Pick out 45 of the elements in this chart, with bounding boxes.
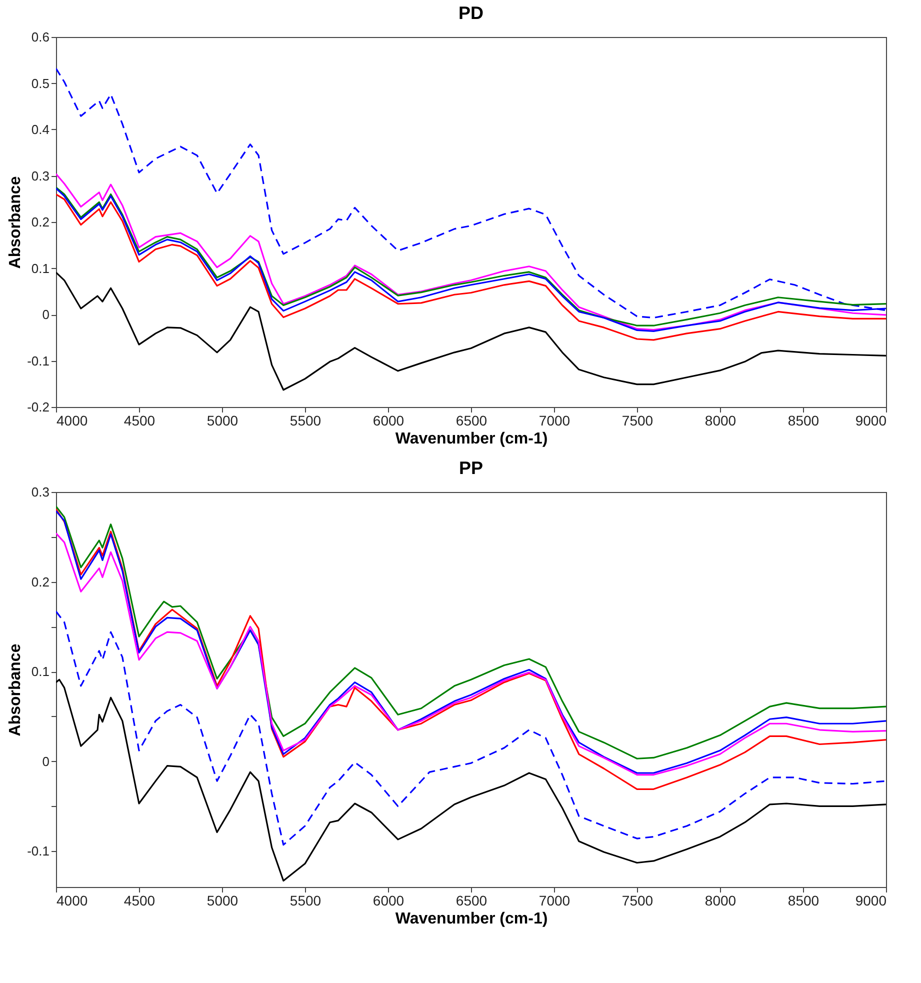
x-tick-label: 6000 [372, 892, 404, 908]
y-tick-label: 0.4 [31, 122, 50, 137]
x-tick-label: 8000 [704, 892, 736, 908]
x-tick-label: 4000 [56, 412, 88, 428]
y-tick-label: 0 [42, 754, 50, 769]
x-tick-label: 5000 [206, 412, 238, 428]
y-tick-label: -0.1 [27, 844, 50, 859]
y-tick-label: -0.1 [27, 353, 50, 368]
x-tick-label: 7000 [538, 892, 570, 908]
x-tick-label: 6500 [456, 892, 488, 908]
x-tick-label: 9000 [855, 892, 887, 908]
x-tick-label: 9000 [855, 412, 887, 428]
x-tick-label: 4500 [124, 892, 156, 908]
x-tick-label: 5500 [290, 892, 322, 908]
x-tick-label: 5500 [290, 412, 322, 428]
x-tick-label: 8500 [788, 412, 820, 428]
line-series [56, 272, 886, 391]
x-tick-label: 4000 [56, 892, 88, 908]
x-tick-label: 8500 [788, 892, 820, 908]
x-axis-title: Wavenumber (cm-1) [395, 910, 548, 928]
x-tick-label: 5000 [206, 892, 238, 908]
x-tick-label: 8000 [704, 412, 736, 428]
x-tick-label: 6500 [456, 412, 488, 428]
y-tick-label: 0.5 [31, 76, 50, 91]
x-tick-label: 4500 [124, 412, 156, 428]
x-tick-label: 7500 [622, 412, 654, 428]
y-tick-label: 0.3 [31, 168, 50, 184]
x-tick-label: 7500 [622, 892, 654, 908]
x-tick-label: 7000 [538, 412, 570, 428]
y-tick-label: 0.6 [31, 30, 50, 44]
chart-title: PP [458, 458, 484, 478]
x-tick-label: 6000 [372, 412, 404, 428]
y-axis-title: Absorbance [7, 176, 24, 269]
y-tick-label: 0.2 [31, 574, 50, 590]
y-tick-label: -0.2 [27, 400, 50, 414]
y-tick-label: 0.2 [31, 214, 50, 230]
y-tick-label: 0.1 [31, 664, 50, 680]
y-tick-label: 0.1 [31, 260, 50, 276]
y-tick-label: 0.3 [31, 484, 50, 500]
chart-title: PD [458, 3, 484, 23]
line-series [56, 610, 886, 846]
line-series [56, 678, 886, 882]
y-axis-title: Absorbance [7, 644, 24, 736]
x-axis-title: Wavenumber (cm-1) [395, 430, 548, 448]
y-tick-label: 0 [42, 307, 50, 322]
